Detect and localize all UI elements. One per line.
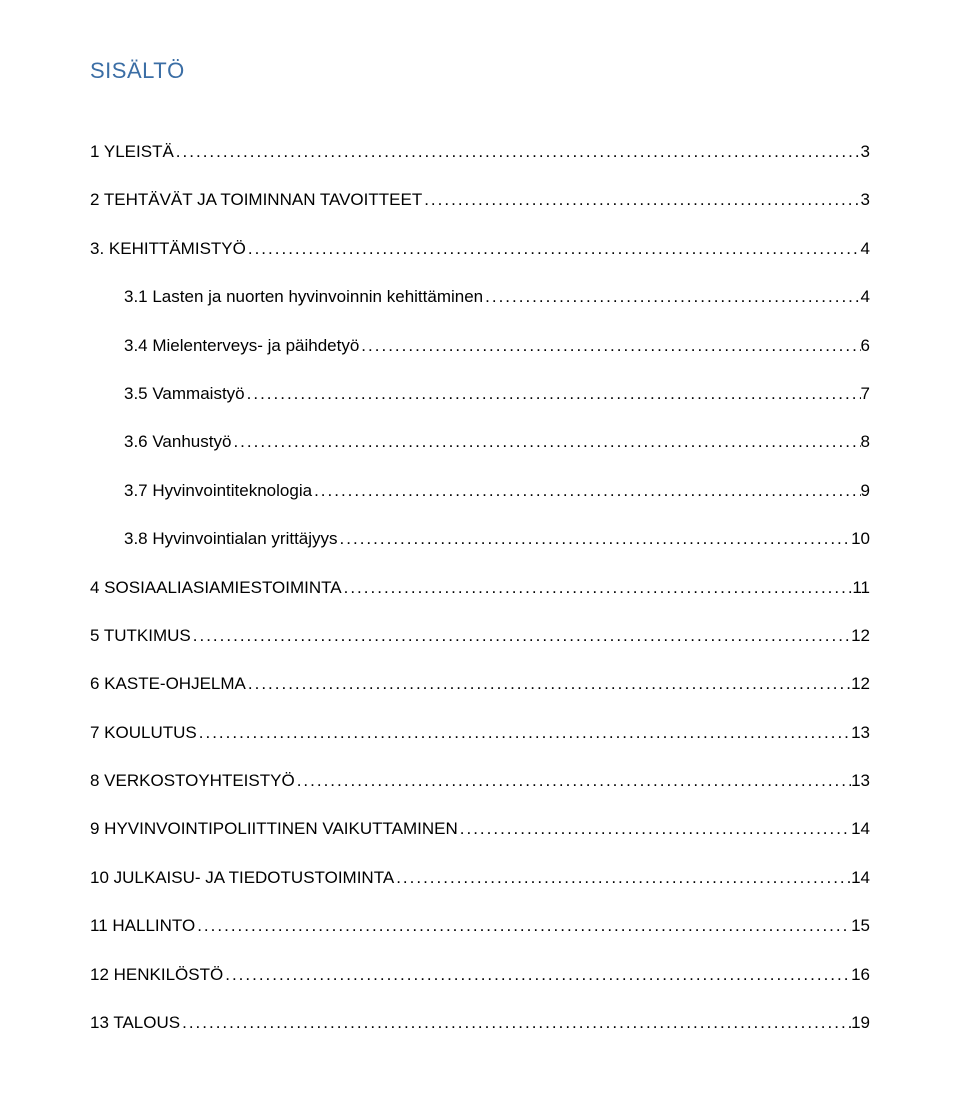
toc-leader-dots <box>342 578 853 598</box>
toc-page-number: 4 <box>861 239 870 259</box>
toc-leader-dots <box>231 432 860 452</box>
toc-leader-dots <box>422 190 860 210</box>
toc-label: 2 TEHTÄVÄT JA TOIMINNAN TAVOITTEET <box>90 190 422 210</box>
toc-row: 2 TEHTÄVÄT JA TOIMINNAN TAVOITTEET 3 <box>90 190 870 210</box>
toc-leader-dots <box>197 723 851 743</box>
toc-page-number: 13 <box>851 723 870 743</box>
toc-label: 4 SOSIAALIASIAMIESTOIMINTA <box>90 578 342 598</box>
toc-row: 3.5 Vammaistyö 7 <box>90 384 870 404</box>
toc-row: 5 TUTKIMUS 12 <box>90 626 870 646</box>
toc-leader-dots <box>338 529 852 549</box>
toc-row: 8 VERKOSTOYHTEISTYÖ 13 <box>90 771 870 791</box>
toc-page-number: 19 <box>851 1013 870 1033</box>
toc-row: 3.7 Hyvinvointiteknologia 9 <box>90 481 870 501</box>
toc-page-number: 14 <box>851 868 870 888</box>
toc-leader-dots <box>191 626 851 646</box>
toc-row: 3.8 Hyvinvointialan yrittäjyys 10 <box>90 529 870 549</box>
toc-label: 3.1 Lasten ja nuorten hyvinvoinnin kehit… <box>124 287 483 307</box>
toc-label: 5 TUTKIMUS <box>90 626 191 646</box>
toc-leader-dots <box>223 965 851 985</box>
toc-leader-dots <box>295 771 851 791</box>
toc-leader-dots <box>394 868 851 888</box>
toc-page-number: 7 <box>861 384 870 404</box>
toc-leader-dots <box>312 481 860 501</box>
toc-page-number: 12 <box>851 674 870 694</box>
toc-row: 11 HALLINTO 15 <box>90 916 870 936</box>
toc-page-number: 12 <box>851 626 870 646</box>
toc-label: 3.7 Hyvinvointiteknologia <box>124 481 312 501</box>
toc-label: 3.6 Vanhustyö <box>124 432 231 452</box>
toc-label: 3.5 Vammaistyö <box>124 384 245 404</box>
toc-leader-dots <box>246 674 851 694</box>
toc-label: 9 HYVINVOINTIPOLIITTINEN VAIKUTTAMINEN <box>90 819 458 839</box>
toc-row: 12 HENKILÖSTÖ 16 <box>90 965 870 985</box>
toc-page-number: 10 <box>851 529 870 549</box>
toc-label: 13 TALOUS <box>90 1013 180 1033</box>
toc-leader-dots <box>195 916 851 936</box>
toc-row: 3.4 Mielenterveys- ja päihdetyö 6 <box>90 336 870 356</box>
toc-label: 3.8 Hyvinvointialan yrittäjyys <box>124 529 338 549</box>
page-title: SISÄLTÖ <box>90 58 870 84</box>
toc-row: 10 JULKAISU- JA TIEDOTUSTOIMINTA 14 <box>90 868 870 888</box>
toc-label: 12 HENKILÖSTÖ <box>90 965 223 985</box>
toc-label: 10 JULKAISU- JA TIEDOTUSTOIMINTA <box>90 868 394 888</box>
toc-label: 3. KEHITTÄMISTYÖ <box>90 239 246 259</box>
toc-page-number: 8 <box>861 432 870 452</box>
toc-leader-dots <box>458 819 851 839</box>
toc-label: 3.4 Mielenterveys- ja päihdetyö <box>124 336 359 356</box>
toc-page-number: 14 <box>851 819 870 839</box>
toc-leader-dots <box>359 336 860 356</box>
toc-page-number: 9 <box>861 481 870 501</box>
toc-label: 7 KOULUTUS <box>90 723 197 743</box>
toc-page-number: 6 <box>861 336 870 356</box>
toc-row: 3. KEHITTÄMISTYÖ 4 <box>90 239 870 259</box>
toc-label: 8 VERKOSTOYHTEISTYÖ <box>90 771 295 791</box>
toc-page-number: 16 <box>851 965 870 985</box>
toc-page-number: 4 <box>861 287 870 307</box>
toc-page-number: 13 <box>851 771 870 791</box>
toc-row: 1 YLEISTÄ 3 <box>90 142 870 162</box>
toc-leader-dots <box>174 142 861 162</box>
toc-label: 1 YLEISTÄ <box>90 142 174 162</box>
toc-leader-dots <box>483 287 860 307</box>
toc-page-number: 3 <box>861 142 870 162</box>
toc-row: 9 HYVINVOINTIPOLIITTINEN VAIKUTTAMINEN 14 <box>90 819 870 839</box>
toc-row: 7 KOULUTUS 13 <box>90 723 870 743</box>
toc-label: 6 KASTE-OHJELMA <box>90 674 246 694</box>
document-page: SISÄLTÖ 1 YLEISTÄ32 TEHTÄVÄT JA TOIMINNA… <box>0 0 960 1113</box>
toc-row: 13 TALOUS 19 <box>90 1013 870 1033</box>
toc-page-number: 3 <box>861 190 870 210</box>
toc-page-number: 11 <box>852 578 870 598</box>
toc-row: 4 SOSIAALIASIAMIESTOIMINTA 11 <box>90 578 870 598</box>
toc-label: 11 HALLINTO <box>90 916 195 936</box>
toc-row: 6 KASTE-OHJELMA 12 <box>90 674 870 694</box>
toc-row: 3.1 Lasten ja nuorten hyvinvoinnin kehit… <box>90 287 870 307</box>
toc-leader-dots <box>180 1013 851 1033</box>
table-of-contents: 1 YLEISTÄ32 TEHTÄVÄT JA TOIMINNAN TAVOIT… <box>90 142 870 1033</box>
toc-row: 3.6 Vanhustyö 8 <box>90 432 870 452</box>
toc-page-number: 15 <box>851 916 870 936</box>
toc-leader-dots <box>246 239 861 259</box>
toc-leader-dots <box>245 384 861 404</box>
